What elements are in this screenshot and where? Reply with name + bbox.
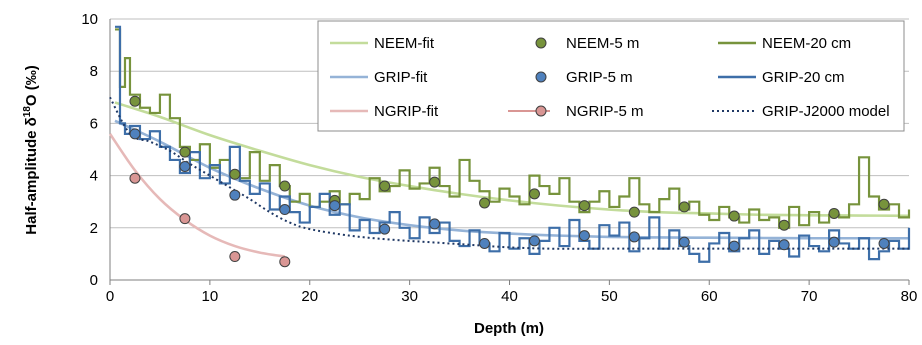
x-tick-label: 80 xyxy=(901,288,918,305)
grip-5-m-point xyxy=(528,235,540,247)
ngrip-5-m-point xyxy=(279,256,291,268)
neem-5-m-point xyxy=(678,201,690,213)
legend-swatch-ngrip-5-m xyxy=(535,105,547,117)
grip-5-m-point xyxy=(379,223,391,235)
x-axis-label: Depth (m) xyxy=(474,320,544,337)
y-axis-label-sup: 18 xyxy=(22,106,33,118)
ngrip-5-m-point xyxy=(129,172,141,184)
neem-5-m-point xyxy=(129,95,141,107)
grip-5-m-point xyxy=(329,200,341,212)
ngrip-5-m-point xyxy=(179,213,191,225)
grip-j2000-model-line xyxy=(109,96,909,250)
neem-5-m-point xyxy=(379,180,391,192)
legend-label-grip-20-cm: GRIP-20 cm xyxy=(762,69,845,86)
y-tick-label: 8 xyxy=(90,63,98,80)
y-axis-label: Half-amplitude δ18O (‰) xyxy=(22,65,40,234)
x-tick-label: 20 xyxy=(301,288,318,305)
grip-5-m-point xyxy=(279,204,291,216)
legend-label-ngrip-5-m: NGRIP-5 m xyxy=(566,103,644,120)
ngrip-fit-line xyxy=(108,133,285,258)
y-tick-label: 4 xyxy=(90,168,98,185)
y-axis-label-suffix: O (‰) xyxy=(23,65,40,106)
grip-5-m-point xyxy=(628,231,640,243)
legend-label-ngrip-fit: NGRIP-fit xyxy=(374,103,439,120)
neem-5-m-point xyxy=(728,210,740,222)
grip-5-m-point xyxy=(828,236,840,248)
neem-5-m-point xyxy=(429,176,441,188)
grip-20-cm-line xyxy=(114,25,911,263)
grip-5-m-point xyxy=(429,218,441,230)
x-tick-label: 0 xyxy=(106,288,114,305)
ngrip-5-m-point xyxy=(229,251,241,263)
x-tick-label: 10 xyxy=(202,288,219,305)
neem-5-m-point xyxy=(628,206,640,218)
grip-5-m-point xyxy=(229,189,241,201)
neem-5-m-point xyxy=(828,207,840,219)
legend-label-grip-fit: GRIP-fit xyxy=(374,69,428,86)
legend-label-neem-5-m: NEEM-5 m xyxy=(566,35,639,52)
legend-label-neem-fit: NEEM-fit xyxy=(374,35,435,52)
grip-5-m-point xyxy=(479,237,491,249)
x-tick-label: 70 xyxy=(801,288,818,305)
legend-swatch-neem-5-m xyxy=(535,37,547,49)
grip-5-m-point xyxy=(878,237,890,249)
grip-5-m-point xyxy=(179,160,191,172)
neem-5-m-point xyxy=(528,188,540,200)
x-tick-labels: 0 10 20 30 40 50 60 70 80 xyxy=(106,288,918,305)
legend-label-neem-20-cm: NEEM-20 cm xyxy=(762,35,851,52)
plot-area xyxy=(108,25,911,268)
x-tick-label: 30 xyxy=(401,288,418,305)
neem-5-m-point xyxy=(479,197,491,209)
y-tick-label: 0 xyxy=(90,272,98,289)
neem-fit-line xyxy=(114,101,910,218)
neem-5-m-point xyxy=(229,168,241,180)
y-tick-label: 2 xyxy=(90,220,98,237)
legend-label-grip-j2000-model: GRIP-J2000 model xyxy=(762,103,890,120)
grip-5-m-point xyxy=(778,239,790,251)
y-tick-label: 6 xyxy=(90,115,98,132)
grip-5-m-point xyxy=(678,236,690,248)
neem-5-m-point xyxy=(179,146,191,158)
y-axis-label-prefix: Half-amplitude δ xyxy=(23,117,40,234)
grip-5-m-point xyxy=(129,128,141,140)
legend-swatch-grip-5-m xyxy=(535,71,547,83)
y-tick-label: 10 xyxy=(81,11,98,28)
legend: NEEM-fit NEEM-5 m NEEM-20 cm GRIP-fit GRIP-5… xyxy=(317,20,905,132)
neem-5-m-point xyxy=(778,219,790,231)
legend-box xyxy=(317,20,905,132)
axes xyxy=(109,19,910,285)
neem-5-m-point xyxy=(878,198,890,210)
y-tick-labels: 0 2 4 6 8 10 xyxy=(81,11,98,289)
x-tick-label: 40 xyxy=(501,288,518,305)
neem-5-m-point xyxy=(279,180,291,192)
grip-5-m-point xyxy=(578,230,590,242)
x-tick-label: 60 xyxy=(701,288,718,305)
x-tick-label: 50 xyxy=(601,288,618,305)
grip-5-m-point xyxy=(728,240,740,252)
neem-5-m-point xyxy=(578,200,590,212)
legend-label-grip-5-m: GRIP-5 m xyxy=(566,69,633,86)
